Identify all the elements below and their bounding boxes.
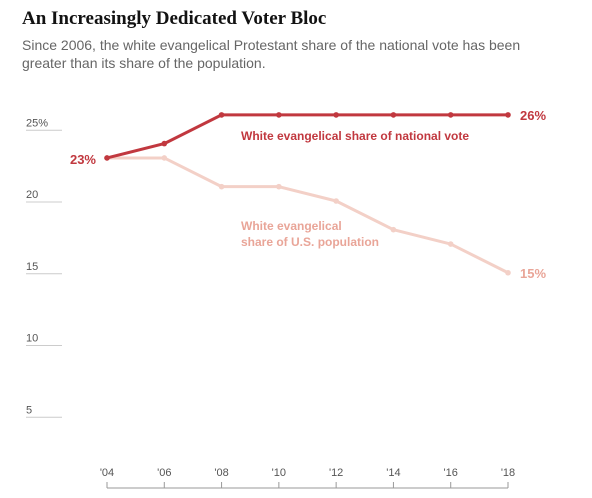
data-point-vote xyxy=(505,112,511,118)
end-value-label-vote: 26% xyxy=(520,108,546,123)
y-tick-label: 20 xyxy=(26,189,38,201)
data-point-population xyxy=(505,269,511,276)
start-value-label-vote: 23% xyxy=(70,152,96,167)
x-tick-label: '06 xyxy=(157,467,171,479)
x-axis: '04 '06 '08 '10 '12 '14 '16 '18 xyxy=(100,467,515,489)
series-layer xyxy=(104,112,511,276)
x-tick-label: '10 xyxy=(272,467,286,479)
x-tick-label: '08 xyxy=(214,467,228,479)
data-point-vote xyxy=(161,140,168,147)
series-line-vote xyxy=(105,113,510,160)
y-axis: 25% 20 15 10 5 xyxy=(26,117,62,418)
data-point-population xyxy=(218,183,225,190)
data-point-population xyxy=(161,155,168,161)
series-name-label-vote: White evangelical share of national vote xyxy=(241,129,469,143)
data-point-population xyxy=(333,198,339,204)
data-point-vote xyxy=(333,112,339,118)
x-tick-label: '16 xyxy=(444,467,458,479)
data-point-vote xyxy=(104,155,110,161)
chart-title: An Increasingly Dedicated Voter Bloc xyxy=(22,8,327,29)
x-tick-label: '12 xyxy=(329,467,343,479)
chart-subtitle: Since 2006, the white evangelical Protes… xyxy=(22,37,521,71)
y-tick-label: 25% xyxy=(26,117,48,129)
series-name-label-population: White evangelical xyxy=(241,219,342,233)
series-name-label-population: share of U.S. population xyxy=(241,235,379,249)
label-layer: 15% 26% 23% White evangelical share of nati… xyxy=(70,108,546,281)
data-point-population xyxy=(276,183,282,190)
data-point-vote xyxy=(218,112,225,118)
x-tick-label: '18 xyxy=(501,467,515,479)
data-point-population xyxy=(390,226,397,233)
data-point-vote xyxy=(276,112,282,118)
x-tick-label: '14 xyxy=(386,467,400,479)
data-point-vote xyxy=(390,112,397,118)
x-tick-label: '04 xyxy=(100,467,114,479)
series-line-population xyxy=(105,156,510,275)
y-tick-label: 5 xyxy=(26,404,32,416)
y-tick-label: 10 xyxy=(26,333,38,345)
end-value-label-population: 15% xyxy=(520,266,546,281)
data-point-vote xyxy=(447,112,454,118)
y-tick-label: 15 xyxy=(26,261,38,273)
data-point-population xyxy=(447,241,454,247)
